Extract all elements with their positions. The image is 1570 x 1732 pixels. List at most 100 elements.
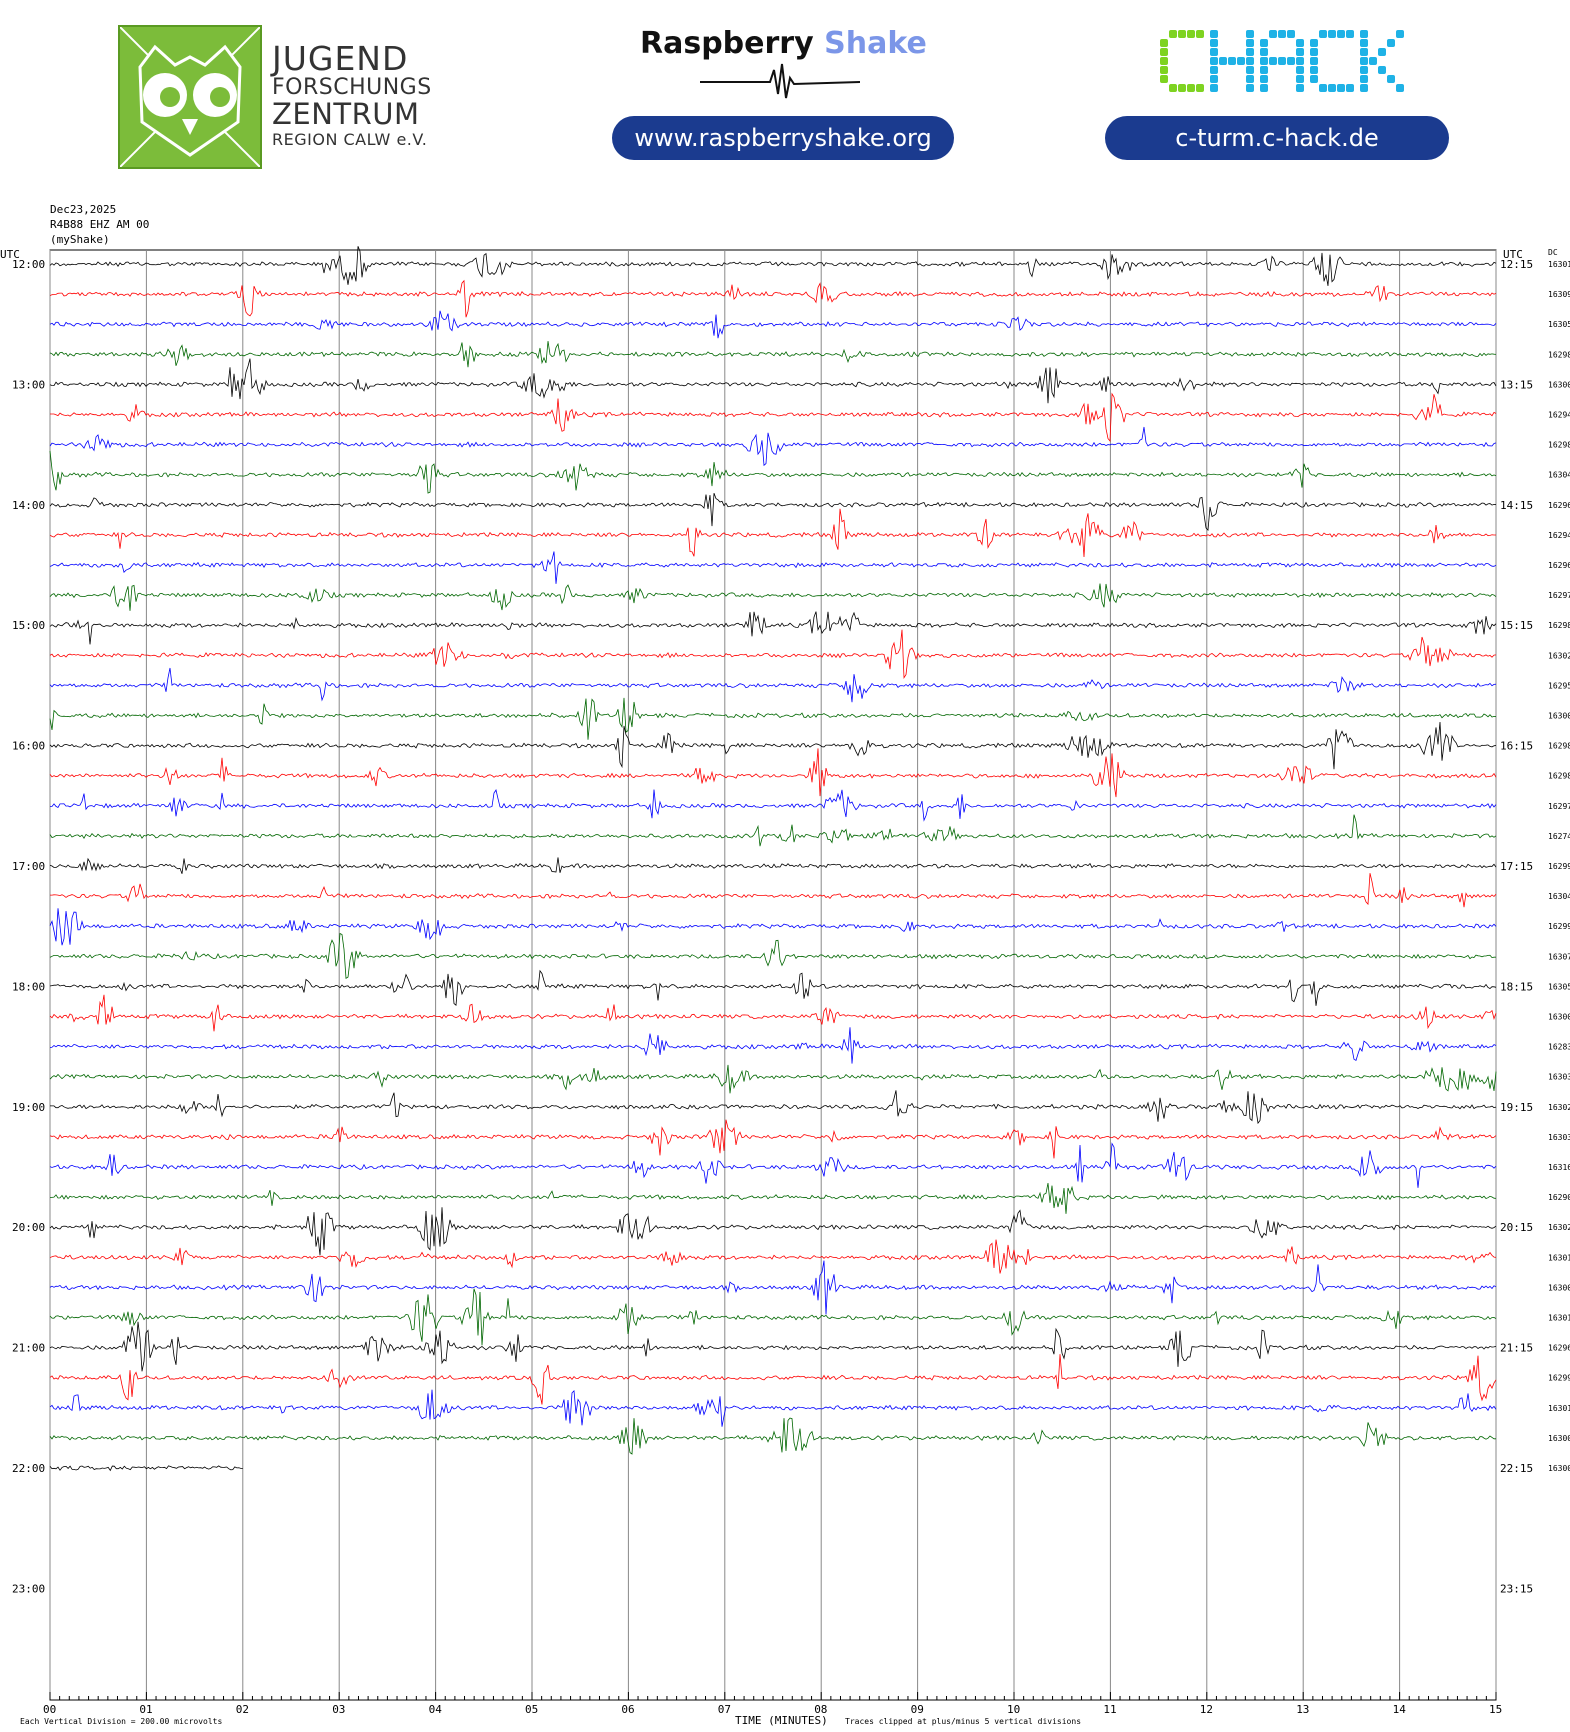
right-hour-label: 18:15 [1500,980,1533,993]
plot-source: (myShake) [50,233,110,246]
right-hour-label: 13:15 [1500,378,1533,391]
raspberryshake-link[interactable]: www.raspberryshake.org [612,116,954,160]
dc-offset-label: 16304 [1548,471,1570,480]
chack-dot [1246,66,1254,74]
dc-offset-label: 16309 [1548,290,1570,299]
seismic-trace [49,1142,1497,1188]
chack-dot [1346,30,1354,38]
chack-dot [1187,84,1195,92]
jfz-line4: REGION CALW e.V. [272,130,428,149]
dc-offset-label: 16298 [1548,772,1570,781]
chack-dot [1178,30,1186,38]
chack-dot [1319,84,1327,92]
left-hour-label: 14:00 [12,499,45,512]
seismic-trace [49,341,1497,368]
right-hour-label: 14:15 [1500,499,1533,512]
x-tick-label: 13 [1296,1703,1309,1716]
chack-dot [1296,66,1304,74]
axis-labels: 00 01 02 03 04 05 06 07 08 09 10 11 12 13 14 15 12:00 12:… [12,258,1570,1716]
seismic-trace [49,1239,1497,1274]
chack-dot [1310,39,1318,47]
chack-dot [1346,84,1354,92]
right-utc-header: UTC [1503,248,1523,261]
chack-dot [1210,66,1218,74]
scale-note: Each Vertical Division = 200.00 microvol… [20,1717,222,1726]
seismic-trace [49,629,1497,679]
owl-icon [119,26,261,168]
trace-group [49,246,1497,1472]
dc-offset-label: 16301 [1548,1314,1570,1323]
chack-dot [1246,39,1254,47]
raspberry-shake-logo: Raspberry Shake [640,26,927,61]
left-hour-label: 16:00 [12,740,45,753]
chack-dot [1278,57,1286,65]
chack-dot [1260,39,1268,47]
seismic-trace [50,873,1497,908]
chack-dot [1210,48,1218,56]
jfz-line2: FORSCHUNGS [272,75,432,100]
seismic-trace [49,748,1497,798]
seismic-trace [49,1119,1497,1159]
chack-dot [1237,57,1245,65]
dc-offset-label: 16303 [1548,1073,1570,1082]
chack-dot [1210,75,1218,83]
right-hour-label: 16:15 [1500,740,1533,753]
chack-dot [1310,66,1318,74]
chack-dot [1287,57,1295,65]
chack-dot [1260,75,1268,83]
x-tick-label: 05 [525,1703,538,1716]
chack-dot [1337,84,1345,92]
x-axis-title: TIME (MINUTES) [735,1714,828,1727]
seismic-trace [49,1288,1497,1346]
seismic-trace [49,551,1497,584]
seismic-trace [49,667,1497,703]
x-tick-label: 01 [139,1703,152,1716]
seismic-trace [49,814,1497,847]
rs-word2: Shake [824,26,927,61]
seismic-trace [49,279,1497,318]
x-tick-label: 09 [911,1703,924,1716]
seismic-trace [49,358,1497,404]
dc-offset-label: 16296 [1548,1344,1570,1353]
x-tick-label: 06 [621,1703,634,1716]
chack-dot [1296,39,1304,47]
seismic-trace [49,450,1497,494]
dc-offset-label: 16283 [1548,1043,1570,1052]
right-hour-label: 15:15 [1500,619,1533,632]
seismic-trace [49,583,1497,611]
seismic-trace [49,246,1497,286]
seismic-trace [49,426,1497,467]
chack-link[interactable]: c-turm.c-hack.de [1105,116,1449,160]
chack-dot [1246,30,1254,38]
chack-dot [1360,30,1368,38]
chack-dot [1219,57,1227,65]
chack-dot [1387,39,1395,47]
dc-offset-label: 16300 [1548,380,1570,389]
seismic-trace [49,1465,243,1472]
chack-dot [1378,66,1386,74]
x-tick-label: 03 [332,1703,345,1716]
jfz-wordmark: JUGEND FORSCHUNGS ZENTRUM REGION CALW e.… [272,42,432,148]
seismic-trace [49,1260,1497,1315]
dc-offset-label: 16298 [1548,441,1570,450]
chack-dot [1296,57,1304,65]
dc-offset-label: 16302 [1548,651,1570,660]
dc-offset-label: 16302 [1548,1103,1570,1112]
seismic-trace [49,1064,1497,1094]
chack-dot [1160,39,1168,47]
seismic-trace [49,1027,1497,1064]
left-hour-label: 20:00 [12,1221,45,1234]
chack-dot [1310,75,1318,83]
left-hour-label: 19:00 [12,1101,45,1114]
chack-dot [1296,48,1304,56]
seismic-trace [49,1321,1497,1372]
x-tick-label: 11 [1103,1703,1116,1716]
dc-offset-label: 16295 [1548,681,1570,690]
dc-offset-label: 16303 [1548,1133,1570,1142]
jfz-owl-logo [118,25,262,169]
chack-dot [1310,57,1318,65]
x-tick-label: 10 [1007,1703,1020,1716]
seismic-trace [49,310,1497,339]
chack-dot [1210,30,1218,38]
